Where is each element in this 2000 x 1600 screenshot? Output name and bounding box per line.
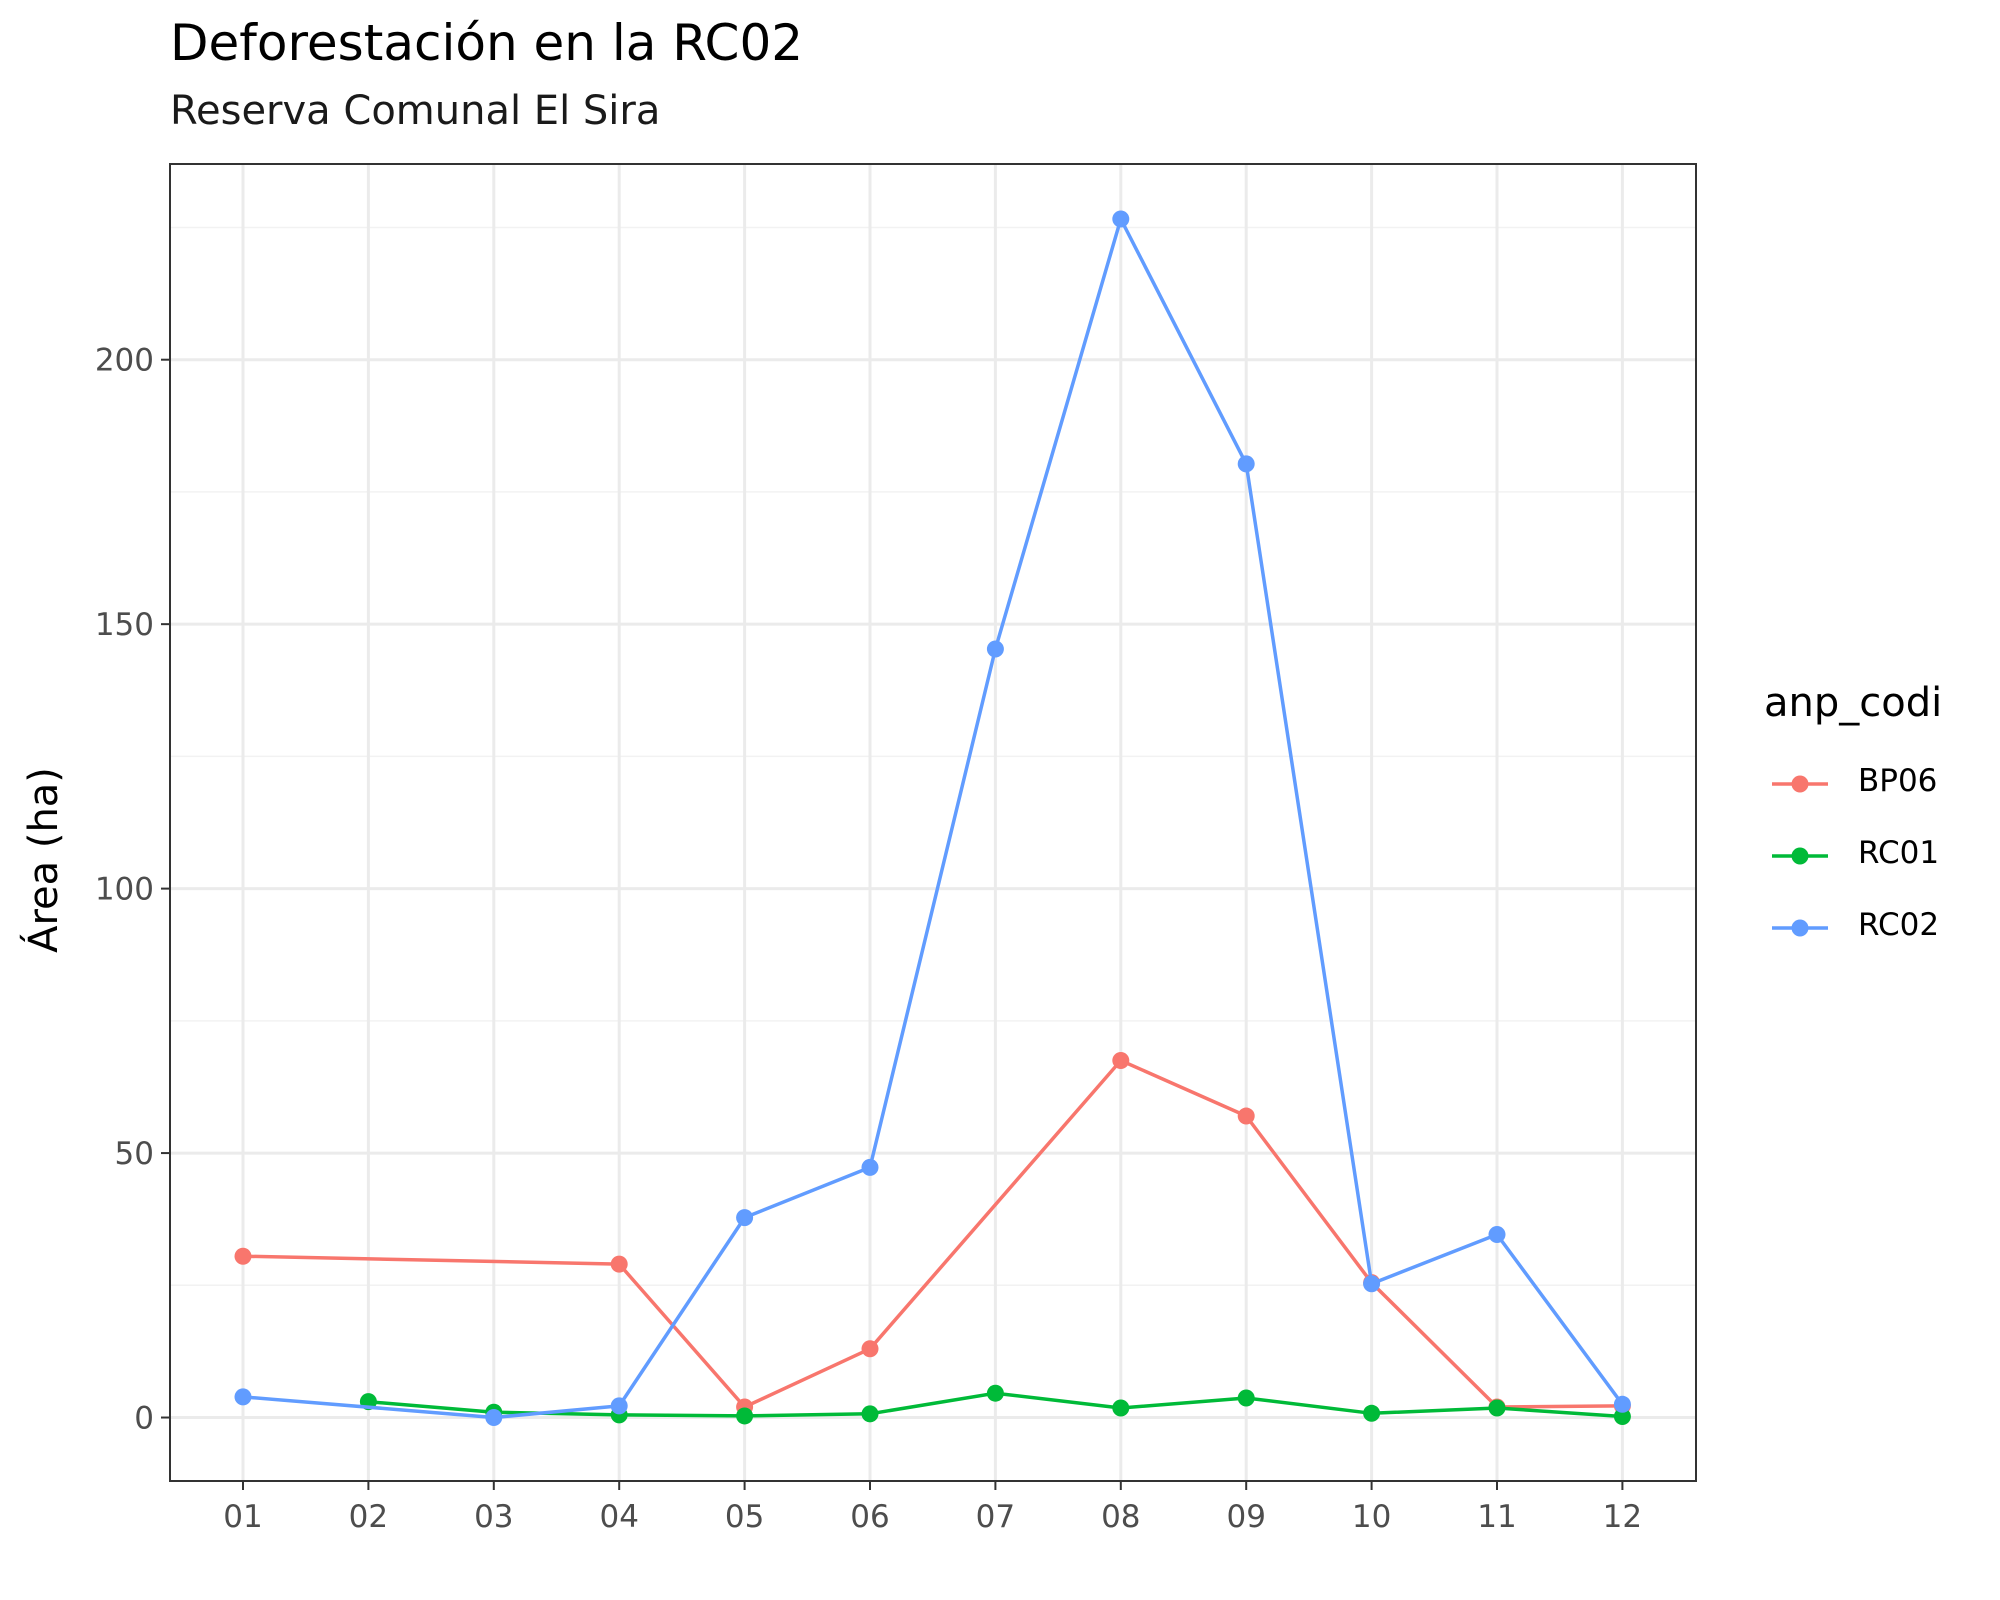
x-tick-label: 06	[850, 1499, 889, 1535]
x-tick-label: 02	[349, 1499, 388, 1535]
legend-label-rc02: RC02	[1858, 907, 1940, 943]
x-tick-label: 04	[599, 1499, 638, 1535]
data-point-rc01	[861, 1405, 879, 1423]
legend-key-point-rc01	[1791, 847, 1809, 865]
legend-key-point-bp06	[1791, 775, 1809, 793]
data-point-rc01	[1112, 1399, 1130, 1417]
x-tick-label: 03	[474, 1499, 513, 1535]
data-point-rc02	[1112, 210, 1130, 228]
x-tick-label: 05	[725, 1499, 764, 1535]
x-tick-label: 09	[1226, 1499, 1265, 1535]
y-tick-label: 150	[95, 607, 154, 643]
legend-label-rc01: RC01	[1858, 835, 1940, 871]
plot-border	[169, 163, 1697, 1482]
chart-subtitle: Reserva Comunal El Sira	[170, 88, 661, 134]
data-point-rc02	[736, 1209, 754, 1227]
data-point-rc02	[861, 1158, 879, 1176]
plot-panel	[170, 164, 1696, 1481]
data-point-rc01	[1237, 1389, 1255, 1407]
y-axis-label: Área (ha)	[21, 767, 67, 953]
x-tick-label: 07	[976, 1499, 1015, 1535]
y-tick-label: 0	[134, 1401, 154, 1437]
data-point-bp06	[234, 1247, 252, 1265]
legend-label-bp06: BP06	[1858, 763, 1938, 799]
x-tick-label: 12	[1603, 1499, 1642, 1535]
data-point-rc02	[986, 640, 1004, 658]
legend-key-point-rc02	[1791, 919, 1809, 937]
data-point-rc02	[485, 1409, 503, 1427]
data-point-rc01	[1613, 1407, 1631, 1425]
chart-title: Deforestación en la RC02	[170, 14, 804, 72]
data-point-rc01	[736, 1407, 754, 1425]
x-tick-label: 08	[1101, 1499, 1140, 1535]
data-point-rc01	[1488, 1399, 1506, 1417]
x-tick-label: 01	[223, 1499, 262, 1535]
data-point-bp06	[1237, 1107, 1255, 1125]
data-point-rc02	[1488, 1226, 1506, 1244]
y-tick-label: 50	[115, 1136, 154, 1172]
data-point-rc02	[610, 1397, 628, 1415]
y-tick-label: 100	[95, 872, 154, 908]
data-point-bp06	[861, 1340, 879, 1358]
data-point-rc01	[986, 1384, 1004, 1402]
data-point-rc01	[1363, 1404, 1381, 1422]
x-tick-label: 11	[1477, 1499, 1516, 1535]
data-point-rc02	[1613, 1395, 1631, 1413]
data-point-bp06	[610, 1255, 628, 1273]
y-tick-label: 200	[95, 343, 154, 379]
legend-title: anp_codi	[1764, 680, 1943, 726]
data-point-rc02	[234, 1388, 252, 1406]
data-point-rc02	[1363, 1275, 1381, 1293]
data-point-rc02	[1237, 455, 1255, 473]
data-point-bp06	[1112, 1052, 1130, 1070]
x-tick-label: 10	[1352, 1499, 1391, 1535]
